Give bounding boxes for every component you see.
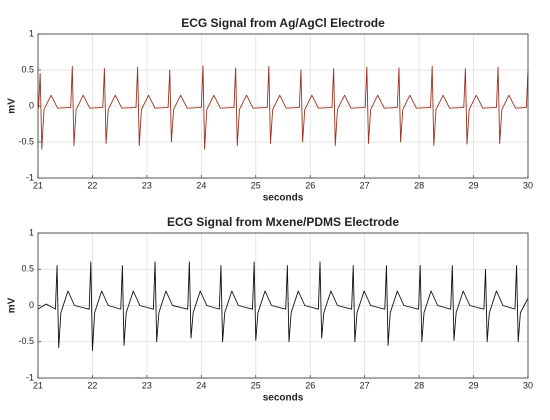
ecg-line xyxy=(37,65,529,150)
ecg-line xyxy=(37,261,529,351)
x-tick-label: 21 xyxy=(33,180,43,190)
y-tick-label: 0.5 xyxy=(21,264,34,274)
x-tick-label: 21 xyxy=(33,380,43,390)
x-tick-label: 25 xyxy=(251,180,261,190)
x-tick-label: 24 xyxy=(196,380,206,390)
x-tick-label: 26 xyxy=(305,380,315,390)
x-tick-label: 23 xyxy=(142,180,152,190)
chart-title: ECG Signal from Mxene/PDMS Electrode xyxy=(167,215,399,229)
y-tick-label: -1 xyxy=(26,172,34,182)
x-tick-label: 29 xyxy=(469,380,479,390)
x-tick-label: 25 xyxy=(251,380,261,390)
x-tick-label: 30 xyxy=(523,380,533,390)
y-axis-label: mV xyxy=(7,297,18,313)
axes-frame xyxy=(37,232,529,379)
x-axis-label: seconds xyxy=(263,193,304,204)
x-tick-label: 28 xyxy=(414,380,424,390)
y-tick-label: 1 xyxy=(29,28,34,38)
x-tick-label: 22 xyxy=(87,380,97,390)
x-tick-label: 27 xyxy=(360,180,370,190)
x-tick-label: 29 xyxy=(469,180,479,190)
x-tick-label: 22 xyxy=(87,180,97,190)
x-tick-label: 30 xyxy=(523,180,533,190)
x-tick-label: 26 xyxy=(305,180,315,190)
chart-title: ECG Signal from Ag/AgCl Electrode xyxy=(181,16,385,30)
y-tick-label: 1 xyxy=(29,227,34,237)
x-axis-label: seconds xyxy=(263,393,304,404)
x-tick-label: 27 xyxy=(360,380,370,390)
x-tick-label: 28 xyxy=(414,180,424,190)
x-tick-label: 24 xyxy=(196,180,206,190)
y-tick-label: 0 xyxy=(29,300,34,310)
y-tick-label: 0.5 xyxy=(21,64,34,74)
y-axis-label: mV xyxy=(7,98,18,114)
y-tick-label: -1 xyxy=(26,372,34,382)
y-tick-label: -0.5 xyxy=(18,136,34,146)
y-tick-label: 0 xyxy=(29,100,34,110)
x-tick-label: 23 xyxy=(142,380,152,390)
axes-frame xyxy=(37,33,529,179)
y-tick-label: -0.5 xyxy=(18,336,34,346)
